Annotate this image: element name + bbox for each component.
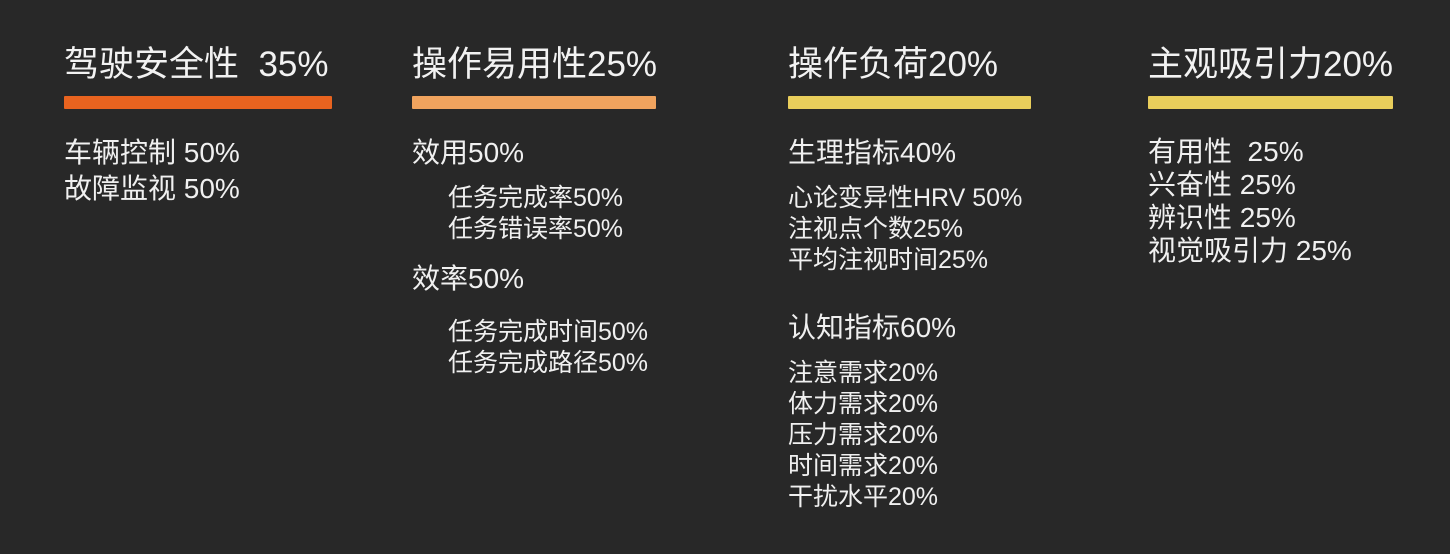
underline-bar: [1148, 96, 1393, 109]
criterion-item: 压力需求20%: [788, 421, 939, 449]
criterion-item: 故障监视 50%: [64, 173, 240, 204]
criterion-item: 任务完成时间50%: [448, 318, 649, 346]
column-title: 驾驶安全性 35%: [64, 45, 329, 84]
column-ease-of-use: 操作易用性25% 效用50% 任务完成率50% 任务错误率50% 效率50% 任务完成时…: [412, 44, 732, 379]
criterion-item: 有用性 25%: [1148, 136, 1304, 167]
spacer: [412, 297, 732, 317]
underline-bar: [412, 96, 656, 109]
criterion-item: 生理指标40%: [788, 137, 957, 168]
column-subjective-appeal: 主观吸引力20% 有用性 25% 兴奋性 25% 辨识性 25% 视觉吸引力 25%: [1148, 44, 1448, 267]
spacer: [788, 171, 1108, 183]
spacer: [788, 346, 1108, 358]
criteria-list: 效用50% 任务完成率50% 任务错误率50% 效率50% 任务完成时间50% 任务完成路…: [412, 135, 732, 379]
criterion-item: 效率50%: [412, 263, 525, 294]
criterion-item: 时间需求20%: [788, 452, 939, 480]
column-operation-load: 操作负荷20% 生理指标40% 心论变异性HRV 50% 注视点个数25% 平均注视时…: [788, 44, 1108, 513]
criterion-item: 效用50%: [412, 137, 525, 168]
column-driving-safety: 驾驶安全性 35% 车辆控制 50% 故障监视 50%: [64, 44, 374, 207]
spacer: [412, 245, 732, 261]
criterion-item: 任务错误率50%: [448, 215, 624, 243]
criterion-item: 认知指标60%: [788, 312, 957, 343]
criterion-item: 平均注视时间25%: [788, 246, 989, 274]
column-title: 主观吸引力20%: [1148, 45, 1394, 84]
criterion-item: 视觉吸引力 25%: [1148, 235, 1352, 266]
spacer: [412, 171, 732, 183]
column-title: 操作负荷20%: [788, 45, 999, 84]
criteria-list: 车辆控制 50% 故障监视 50%: [64, 135, 374, 207]
criteria-list: 有用性 25% 兴奋性 25% 辨识性 25% 视觉吸引力 25%: [1148, 135, 1448, 267]
criterion-item: 体力需求20%: [788, 390, 939, 418]
criteria-list: 生理指标40% 心论变异性HRV 50% 注视点个数25% 平均注视时间25% 认知指标…: [788, 135, 1108, 513]
underline-bar: [788, 96, 1031, 109]
criterion-item: 注视点个数25%: [788, 215, 964, 243]
criterion-item: 兴奋性 25%: [1148, 169, 1296, 200]
underline-bar: [64, 96, 332, 109]
criterion-item: 任务完成路径50%: [448, 349, 649, 377]
column-title: 操作易用性25%: [412, 45, 658, 84]
criterion-item: 干扰水平20%: [788, 483, 939, 511]
criterion-item: 车辆控制 50%: [64, 137, 240, 168]
spacer: [788, 276, 1108, 310]
criterion-item: 辨识性 25%: [1148, 202, 1296, 233]
criterion-item: 心论变异性HRV 50%: [788, 184, 1023, 212]
criterion-item: 注意需求20%: [788, 359, 939, 387]
criterion-item: 任务完成率50%: [448, 184, 624, 212]
